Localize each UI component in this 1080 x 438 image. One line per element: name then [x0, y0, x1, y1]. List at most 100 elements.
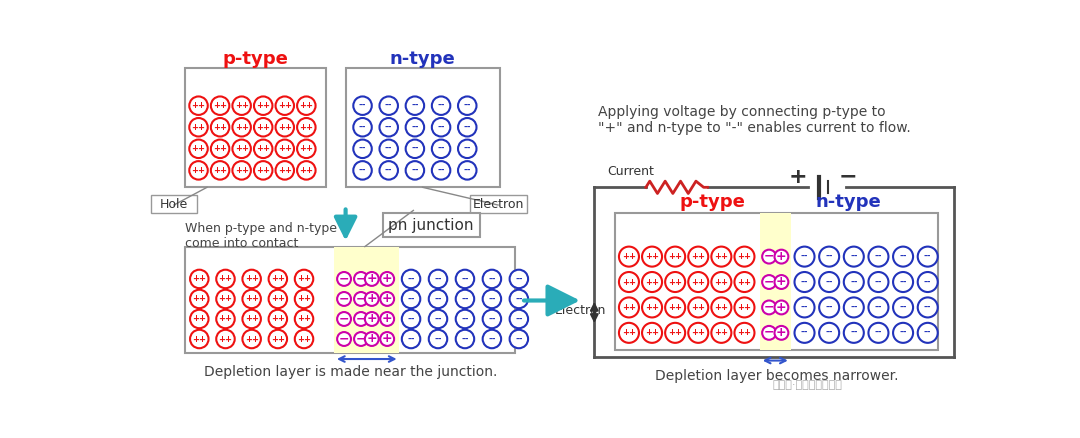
- Text: +: +: [777, 326, 786, 339]
- Text: ++: ++: [192, 275, 206, 283]
- Circle shape: [456, 310, 474, 328]
- Text: −: −: [339, 312, 349, 325]
- Text: ++: ++: [213, 101, 227, 110]
- Circle shape: [619, 272, 639, 292]
- Circle shape: [365, 292, 379, 306]
- Circle shape: [365, 312, 379, 326]
- Circle shape: [269, 270, 287, 288]
- Circle shape: [642, 272, 662, 292]
- Text: ++: ++: [271, 335, 285, 343]
- Circle shape: [254, 96, 272, 115]
- Circle shape: [269, 290, 287, 308]
- Text: ++: ++: [234, 123, 248, 132]
- Circle shape: [458, 96, 476, 115]
- Circle shape: [483, 310, 501, 328]
- Text: +: +: [789, 166, 808, 187]
- Text: --: --: [515, 294, 523, 304]
- Text: --: --: [800, 278, 808, 286]
- Text: Electron: Electron: [472, 198, 524, 211]
- Text: ++: ++: [299, 101, 313, 110]
- Circle shape: [354, 272, 368, 286]
- Text: ++: ++: [297, 314, 311, 324]
- Text: ++: ++: [213, 144, 227, 153]
- Text: --: --: [384, 123, 392, 132]
- Circle shape: [688, 297, 708, 318]
- Bar: [346, 68, 500, 187]
- Circle shape: [295, 270, 313, 288]
- Circle shape: [297, 161, 315, 180]
- Text: ++: ++: [622, 303, 636, 312]
- Circle shape: [365, 332, 379, 346]
- Text: --: --: [411, 123, 419, 132]
- Circle shape: [211, 161, 229, 180]
- Text: --: --: [384, 144, 392, 153]
- Text: --: --: [900, 328, 907, 337]
- Circle shape: [893, 323, 913, 343]
- Circle shape: [190, 290, 208, 308]
- Circle shape: [242, 330, 261, 348]
- Text: +: +: [366, 272, 377, 285]
- Text: ++: ++: [192, 294, 206, 304]
- Circle shape: [868, 323, 889, 343]
- Text: ++: ++: [691, 252, 705, 261]
- Text: Current: Current: [607, 166, 654, 178]
- Text: Electron: Electron: [555, 304, 606, 317]
- Text: --: --: [488, 294, 496, 304]
- Circle shape: [688, 323, 708, 343]
- Text: ++: ++: [256, 166, 270, 175]
- Circle shape: [868, 297, 889, 318]
- Circle shape: [893, 247, 913, 267]
- Text: ++: ++: [218, 275, 232, 283]
- Text: --: --: [359, 123, 366, 132]
- Circle shape: [458, 140, 476, 158]
- Text: --: --: [411, 101, 419, 110]
- Text: ++: ++: [669, 278, 683, 286]
- Text: ++: ++: [191, 144, 205, 153]
- Text: −: −: [764, 326, 774, 339]
- Text: ++: ++: [234, 166, 248, 175]
- Circle shape: [353, 118, 372, 137]
- Circle shape: [510, 270, 528, 288]
- Text: --: --: [875, 278, 882, 286]
- Circle shape: [483, 330, 501, 348]
- Text: +: +: [382, 312, 392, 325]
- Circle shape: [379, 161, 397, 180]
- Circle shape: [379, 118, 397, 137]
- Circle shape: [353, 96, 372, 115]
- Circle shape: [665, 272, 685, 292]
- Circle shape: [354, 312, 368, 326]
- Circle shape: [762, 250, 777, 264]
- Text: −: −: [355, 312, 366, 325]
- Text: --: --: [825, 303, 833, 312]
- Text: ++: ++: [218, 294, 232, 304]
- Text: ++: ++: [256, 123, 270, 132]
- Circle shape: [843, 297, 864, 318]
- Text: --: --: [359, 166, 366, 175]
- Circle shape: [712, 323, 731, 343]
- Circle shape: [402, 290, 420, 308]
- Text: ++: ++: [622, 328, 636, 337]
- Circle shape: [843, 323, 864, 343]
- Text: ++: ++: [218, 335, 232, 343]
- Circle shape: [275, 96, 294, 115]
- Text: ++: ++: [299, 144, 313, 153]
- Text: --: --: [900, 303, 907, 312]
- Text: ++: ++: [738, 328, 752, 337]
- Circle shape: [619, 247, 639, 267]
- Circle shape: [734, 297, 755, 318]
- Circle shape: [774, 326, 788, 340]
- Text: --: --: [384, 166, 392, 175]
- Text: Depletion layer is made near the junction.: Depletion layer is made near the junctio…: [203, 365, 497, 379]
- Text: ++: ++: [278, 166, 292, 175]
- Text: −: −: [764, 275, 774, 288]
- Text: n-type: n-type: [815, 193, 881, 211]
- Circle shape: [354, 292, 368, 306]
- Text: --: --: [434, 335, 442, 343]
- Text: --: --: [463, 123, 471, 132]
- Circle shape: [774, 300, 788, 314]
- Text: ++: ++: [299, 123, 313, 132]
- Circle shape: [254, 161, 272, 180]
- FancyBboxPatch shape: [382, 213, 480, 237]
- Text: --: --: [461, 314, 469, 324]
- Text: +: +: [777, 275, 786, 288]
